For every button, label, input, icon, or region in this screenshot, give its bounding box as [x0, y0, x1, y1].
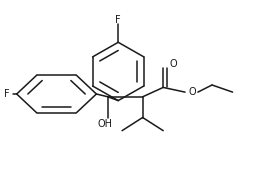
Text: O: O: [170, 59, 177, 69]
Text: F: F: [4, 89, 9, 99]
Text: O: O: [189, 87, 197, 97]
Text: OH: OH: [97, 119, 112, 129]
Text: F: F: [115, 15, 121, 25]
